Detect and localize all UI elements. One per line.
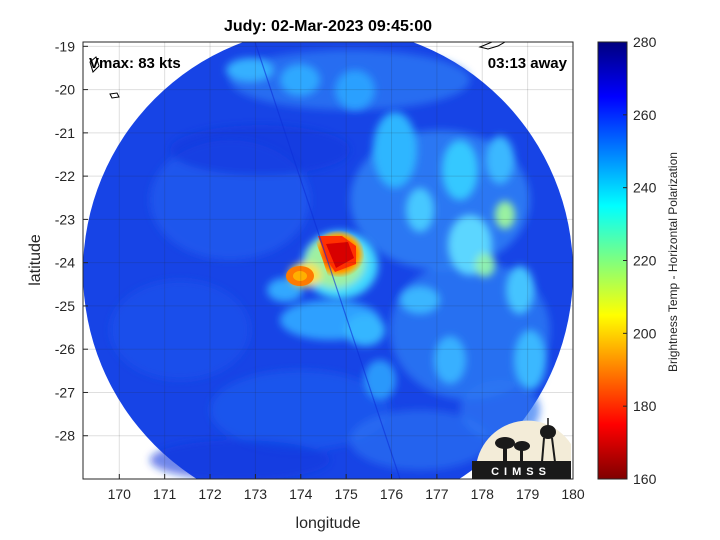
y-tick-label: -19: [55, 38, 75, 54]
rainband-features: [226, 58, 546, 400]
x-axis-label: longitude: [296, 515, 361, 532]
colorbar-label: Brightness Temp - Horizontal Polarizatio…: [666, 152, 680, 372]
swath-texture: [110, 50, 550, 479]
y-tick-label: -20: [55, 82, 75, 98]
colorbar-tick-label: 220: [633, 253, 657, 269]
y-tick-label: -22: [55, 168, 75, 184]
x-axis: 170 171 172 173 174 175 176 177 178 179 180: [108, 474, 585, 502]
y-tick-label: -26: [55, 341, 75, 357]
y-tick-label: -21: [55, 125, 75, 141]
coastline-west: [89, 56, 100, 73]
x-tick-label: 176: [380, 486, 404, 502]
colorbar-tick-label: 200: [633, 325, 657, 341]
x-tick-label: 177: [425, 486, 449, 502]
plot-frame: [82, 41, 574, 480]
vmax-annotation: Vmax: 83 kts: [89, 55, 181, 72]
y-axis-label: latitude: [27, 234, 44, 286]
colorbar: [597, 41, 628, 480]
y-axis: -19 -20 -21 -22 -23 -24 -25 -26 -27 -28: [55, 38, 88, 444]
x-tick-label: 173: [244, 486, 268, 502]
colorbar-ticks: 280 260 240 220 200 180 160: [623, 34, 657, 487]
cimss-logo: CIMSS: [472, 418, 571, 479]
x-tick-label: 179: [516, 486, 540, 502]
chart-title: Judy: 02-Mar-2023 09:45:00: [224, 18, 432, 35]
colorbar-tick-label: 260: [633, 107, 657, 123]
colorbar-tick-label: 180: [633, 398, 657, 414]
x-tick-label: 170: [108, 486, 132, 502]
coastline-north: [478, 42, 507, 50]
x-tick-label: 175: [334, 486, 358, 502]
y-tick-label: -27: [55, 384, 75, 400]
x-tick-label: 178: [471, 486, 495, 502]
y-tick-label: -28: [55, 428, 75, 444]
x-tick-label: 171: [153, 486, 177, 502]
time-away-annotation: 03:13 away: [488, 55, 568, 72]
colorbar-tick-label: 240: [633, 180, 657, 196]
y-tick-label: -25: [55, 298, 75, 314]
x-tick-label: 174: [289, 486, 313, 502]
colorbar-tick-label: 280: [633, 34, 657, 50]
colorbar-tick-label: 160: [633, 471, 657, 487]
cimss-logo-text: CIMSS: [491, 466, 551, 478]
x-tick-label: 180: [561, 486, 585, 502]
swath-seam: [254, 42, 401, 479]
y-tick-label: -23: [55, 211, 75, 227]
y-tick-label: -24: [55, 255, 75, 271]
small-island: [109, 92, 120, 99]
x-tick-label: 172: [198, 486, 222, 502]
warm-core: [286, 230, 365, 286]
